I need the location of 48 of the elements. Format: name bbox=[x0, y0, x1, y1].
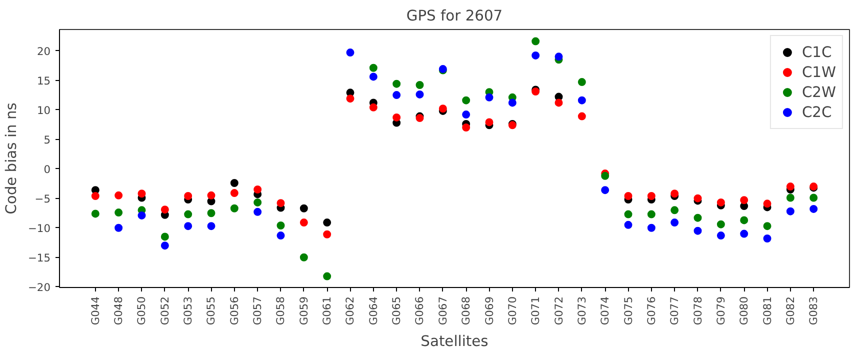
legend-label: C1W bbox=[802, 64, 836, 80]
x-tick-label: G083 bbox=[807, 296, 820, 326]
x-tick-label: G079 bbox=[714, 296, 728, 326]
x-tick-label: G077 bbox=[668, 296, 682, 326]
x-tick-label: G052 bbox=[158, 296, 172, 326]
x-tick-label: G061 bbox=[320, 296, 334, 326]
x-tick-label: G078 bbox=[691, 296, 704, 326]
x-tick-label: G050 bbox=[135, 296, 148, 326]
x-tick-label: G065 bbox=[390, 296, 404, 326]
x-tick-label: G058 bbox=[274, 296, 288, 326]
y-tick-label: 20 bbox=[36, 44, 51, 58]
y-tick-label: 5 bbox=[44, 133, 50, 146]
x-tick-label: G048 bbox=[112, 296, 126, 326]
y-tick-label: −15 bbox=[28, 251, 51, 264]
x-axis-title: Satellites bbox=[420, 333, 488, 350]
x-tick-label: G081 bbox=[760, 296, 774, 326]
x-tick-label: G072 bbox=[552, 296, 566, 326]
chart-title: GPS for 2607 bbox=[406, 8, 503, 24]
x-tick-label: G075 bbox=[622, 296, 635, 326]
y-tick-label: 10 bbox=[36, 104, 51, 117]
y-axis-title: Code bias in ns bbox=[3, 102, 20, 214]
y-tick-label: 0 bbox=[44, 162, 51, 176]
x-tick-label: G056 bbox=[228, 296, 241, 326]
x-tick-label: G074 bbox=[598, 296, 612, 326]
x-tick-label: G062 bbox=[344, 296, 357, 326]
x-tick-label: G082 bbox=[784, 296, 797, 326]
x-tick-label: G067 bbox=[436, 296, 450, 326]
x-tick-label: G070 bbox=[506, 296, 519, 326]
x-tick-label: G057 bbox=[251, 296, 264, 326]
y-tick-label: −10 bbox=[28, 222, 51, 235]
x-tick-label: G053 bbox=[182, 296, 195, 326]
x-tick-label: G069 bbox=[482, 296, 496, 326]
legend-label: C1C bbox=[802, 44, 832, 60]
x-tick-label: G055 bbox=[204, 296, 218, 326]
legend-label: C2W bbox=[802, 84, 836, 100]
x-tick-label: G076 bbox=[644, 296, 658, 326]
x-tick-label: G080 bbox=[738, 296, 751, 326]
x-tick-label: G066 bbox=[413, 296, 426, 326]
x-tick-label: G044 bbox=[88, 296, 102, 326]
y-tick-label: 15 bbox=[36, 74, 51, 88]
x-tick-label: G071 bbox=[529, 296, 542, 326]
y-tick-label: −5 bbox=[34, 192, 51, 206]
x-tick-label: G073 bbox=[575, 296, 588, 326]
y-tick-label: −20 bbox=[28, 280, 51, 294]
x-tick-label: G064 bbox=[366, 296, 380, 326]
legend-label: C2C bbox=[802, 104, 832, 120]
x-tick-label: G068 bbox=[460, 296, 473, 326]
x-tick-label: G059 bbox=[297, 296, 310, 326]
